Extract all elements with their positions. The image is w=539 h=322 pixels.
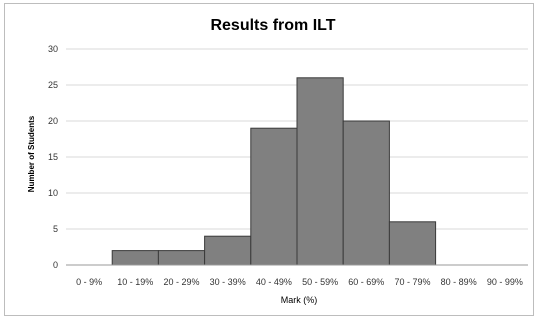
bar-6 [342,120,390,266]
x-tick-label: 30 - 39% [210,277,246,287]
y-tick-label: 30 [48,44,58,54]
y-axis-label: Number of Students [27,115,36,192]
bar-4 [250,127,298,266]
bar-5 [296,77,344,266]
x-tick-label: 50 - 59% [302,277,338,287]
x-tick-label: 90 - 99% [487,277,523,287]
x-tick-labels: 0 - 9% 10 - 19% 20 - 29% 30 - 39% 40 - 49% 50… [76,277,523,287]
bar-1 [111,250,159,266]
x-tick-label: 10 - 19% [117,277,153,287]
x-tick-label: 20 - 29% [163,277,199,287]
bars [111,77,437,266]
y-tick-label: 25 [48,80,58,90]
x-axis-label: Mark (%) [281,295,318,305]
x-tick-label: 80 - 89% [441,277,477,287]
x-tick-label: 40 - 49% [256,277,292,287]
y-tick-labels: 0 5 10 15 20 25 30 [48,44,58,270]
y-tick-label: 5 [53,224,58,234]
x-tick-label: 70 - 79% [394,277,430,287]
x-tick-label: 0 - 9% [76,277,102,287]
histogram-chart: Results from ILT 0 5 10 15 20 25 30 0 - 9% 10 -… [27,17,528,305]
bar-2 [157,250,206,266]
bar-3 [204,235,252,266]
y-tick-label: 0 [53,260,58,270]
x-tick-label: 60 - 69% [348,277,384,287]
y-tick-label: 20 [48,116,58,126]
chart-frame: Results from ILT 0 5 10 15 20 25 30 0 - 9% 10 -… [4,3,534,316]
y-tick-label: 10 [48,188,58,198]
chart-title: Results from ILT [210,17,335,34]
bar-7 [388,221,437,266]
y-tick-label: 15 [48,152,58,162]
